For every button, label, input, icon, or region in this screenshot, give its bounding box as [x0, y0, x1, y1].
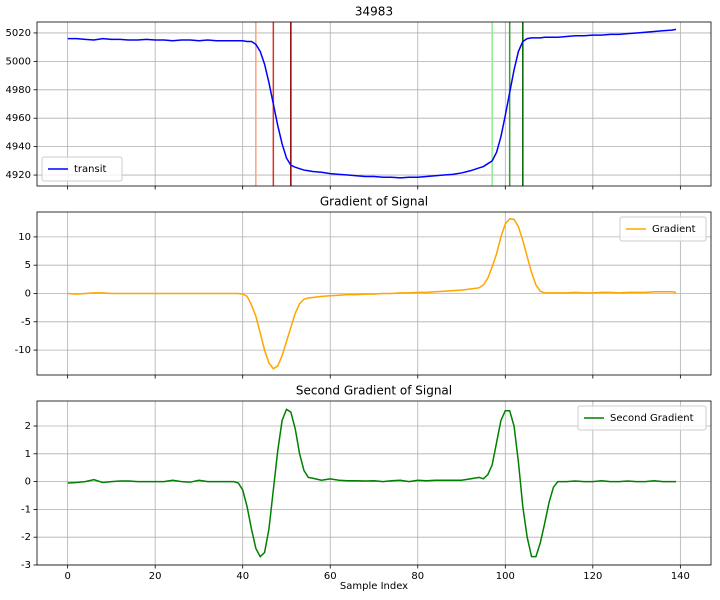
x-tick-label: 20	[149, 571, 162, 582]
legend-label: Gradient	[652, 224, 696, 235]
axes-frame	[36, 211, 712, 376]
legend-label: Second Gradient	[610, 413, 694, 424]
y-tick-label: 4960	[6, 113, 31, 124]
x-tick-label: 120	[583, 571, 602, 582]
y-tick-label: 1	[25, 449, 31, 460]
y-tick-label: 5000	[6, 56, 31, 67]
x-tick-label: 60	[324, 571, 337, 582]
y-tick-label: 5	[25, 260, 31, 271]
y-tick-label: -2	[21, 532, 31, 543]
y-tick-label: -1	[21, 504, 31, 515]
y-tick-label: 4920	[6, 170, 31, 181]
y-tick-label: 2	[25, 421, 31, 432]
y-tick-label: -3	[21, 560, 31, 571]
chart-title: Second Gradient of Signal	[296, 384, 452, 398]
y-tick-label: 0	[25, 477, 31, 488]
y-tick-label: -10	[15, 345, 31, 356]
y-tick-label: 10	[18, 232, 31, 243]
x-axis-label: Sample Index	[340, 581, 408, 592]
x-tick-label: 100	[496, 571, 515, 582]
legend-box	[41, 156, 123, 182]
y-tick-label: 0	[25, 289, 31, 300]
legend-box	[619, 216, 707, 242]
legend-label: transit	[74, 164, 106, 175]
y-tick-label: 4940	[6, 142, 31, 153]
chart-title: Gradient of Signal	[320, 195, 428, 209]
y-tick-label: -5	[21, 317, 31, 328]
axes-frame	[36, 400, 712, 566]
x-tick-label: 40	[236, 571, 249, 582]
data-line	[67, 28, 677, 179]
axes-frame	[36, 21, 712, 187]
x-tick-label: 80	[411, 571, 424, 582]
x-tick-label: 0	[64, 571, 70, 582]
data-line	[67, 217, 677, 370]
legend-box	[577, 405, 707, 431]
y-tick-label: 5020	[6, 28, 31, 39]
chart-title: 34983	[355, 5, 393, 19]
y-tick-label: 4980	[6, 85, 31, 96]
x-tick-label: 140	[671, 571, 690, 582]
data-line	[67, 408, 676, 558]
